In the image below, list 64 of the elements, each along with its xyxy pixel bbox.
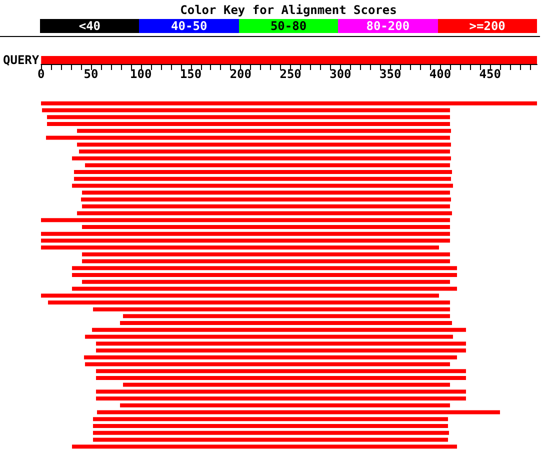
bar xyxy=(85,362,450,366)
bar xyxy=(81,198,451,202)
bar xyxy=(84,355,457,360)
bar xyxy=(72,156,451,160)
bar xyxy=(82,204,450,208)
bar xyxy=(41,232,450,236)
x-tick-label: 200 xyxy=(230,67,252,81)
bar xyxy=(79,149,450,154)
bar xyxy=(96,376,466,380)
bar xyxy=(41,294,439,298)
x-tick-label: 50 xyxy=(84,67,98,81)
bar xyxy=(42,108,450,112)
bar xyxy=(93,307,450,312)
bar xyxy=(93,438,448,442)
x-tick-label: 300 xyxy=(330,67,352,81)
bar xyxy=(74,176,451,181)
x-tick-label: 400 xyxy=(429,67,452,81)
color-key: <40 40-50 50-80 80-200 >=200 xyxy=(40,19,537,33)
x-tick-label: 0 xyxy=(38,67,45,81)
bar xyxy=(123,382,450,387)
bar xyxy=(96,348,466,352)
bar xyxy=(46,136,450,140)
bar xyxy=(93,430,449,435)
bar xyxy=(120,321,452,326)
x-tick-label: 100 xyxy=(130,67,152,81)
bar xyxy=(96,396,466,401)
bar xyxy=(72,286,457,291)
bar xyxy=(41,238,450,243)
bar xyxy=(77,211,452,216)
bar xyxy=(72,184,453,188)
bar xyxy=(96,390,466,394)
bar xyxy=(93,424,448,428)
bar xyxy=(72,273,457,277)
bar xyxy=(96,369,466,374)
bar xyxy=(77,128,451,133)
bar xyxy=(96,342,466,346)
bar xyxy=(72,444,457,449)
text: Color Key for Alignment Scores xyxy=(179,3,398,17)
bar xyxy=(82,224,450,229)
bar xyxy=(41,246,439,250)
bar xyxy=(74,170,452,174)
bar xyxy=(82,259,450,264)
bar xyxy=(77,142,451,147)
bar xyxy=(120,403,450,408)
bar xyxy=(82,252,450,256)
bar xyxy=(47,115,450,120)
bar xyxy=(47,122,450,126)
bar xyxy=(41,101,537,106)
x-tick-label: 350 xyxy=(379,67,402,81)
bar xyxy=(97,410,500,414)
bar xyxy=(82,190,450,195)
bar xyxy=(41,218,450,222)
bar xyxy=(85,334,453,339)
x-tick-label: 150 xyxy=(180,67,202,81)
bar xyxy=(93,417,448,422)
bar xyxy=(72,266,457,270)
x-tick-label: 450 xyxy=(479,67,501,81)
y-tick-label: QUERY xyxy=(3,53,40,67)
bar xyxy=(123,314,450,318)
bar xyxy=(82,280,450,284)
bar xyxy=(92,328,466,332)
x-tick-label: 250 xyxy=(280,67,302,81)
bar xyxy=(85,163,450,168)
bar xyxy=(48,300,450,304)
